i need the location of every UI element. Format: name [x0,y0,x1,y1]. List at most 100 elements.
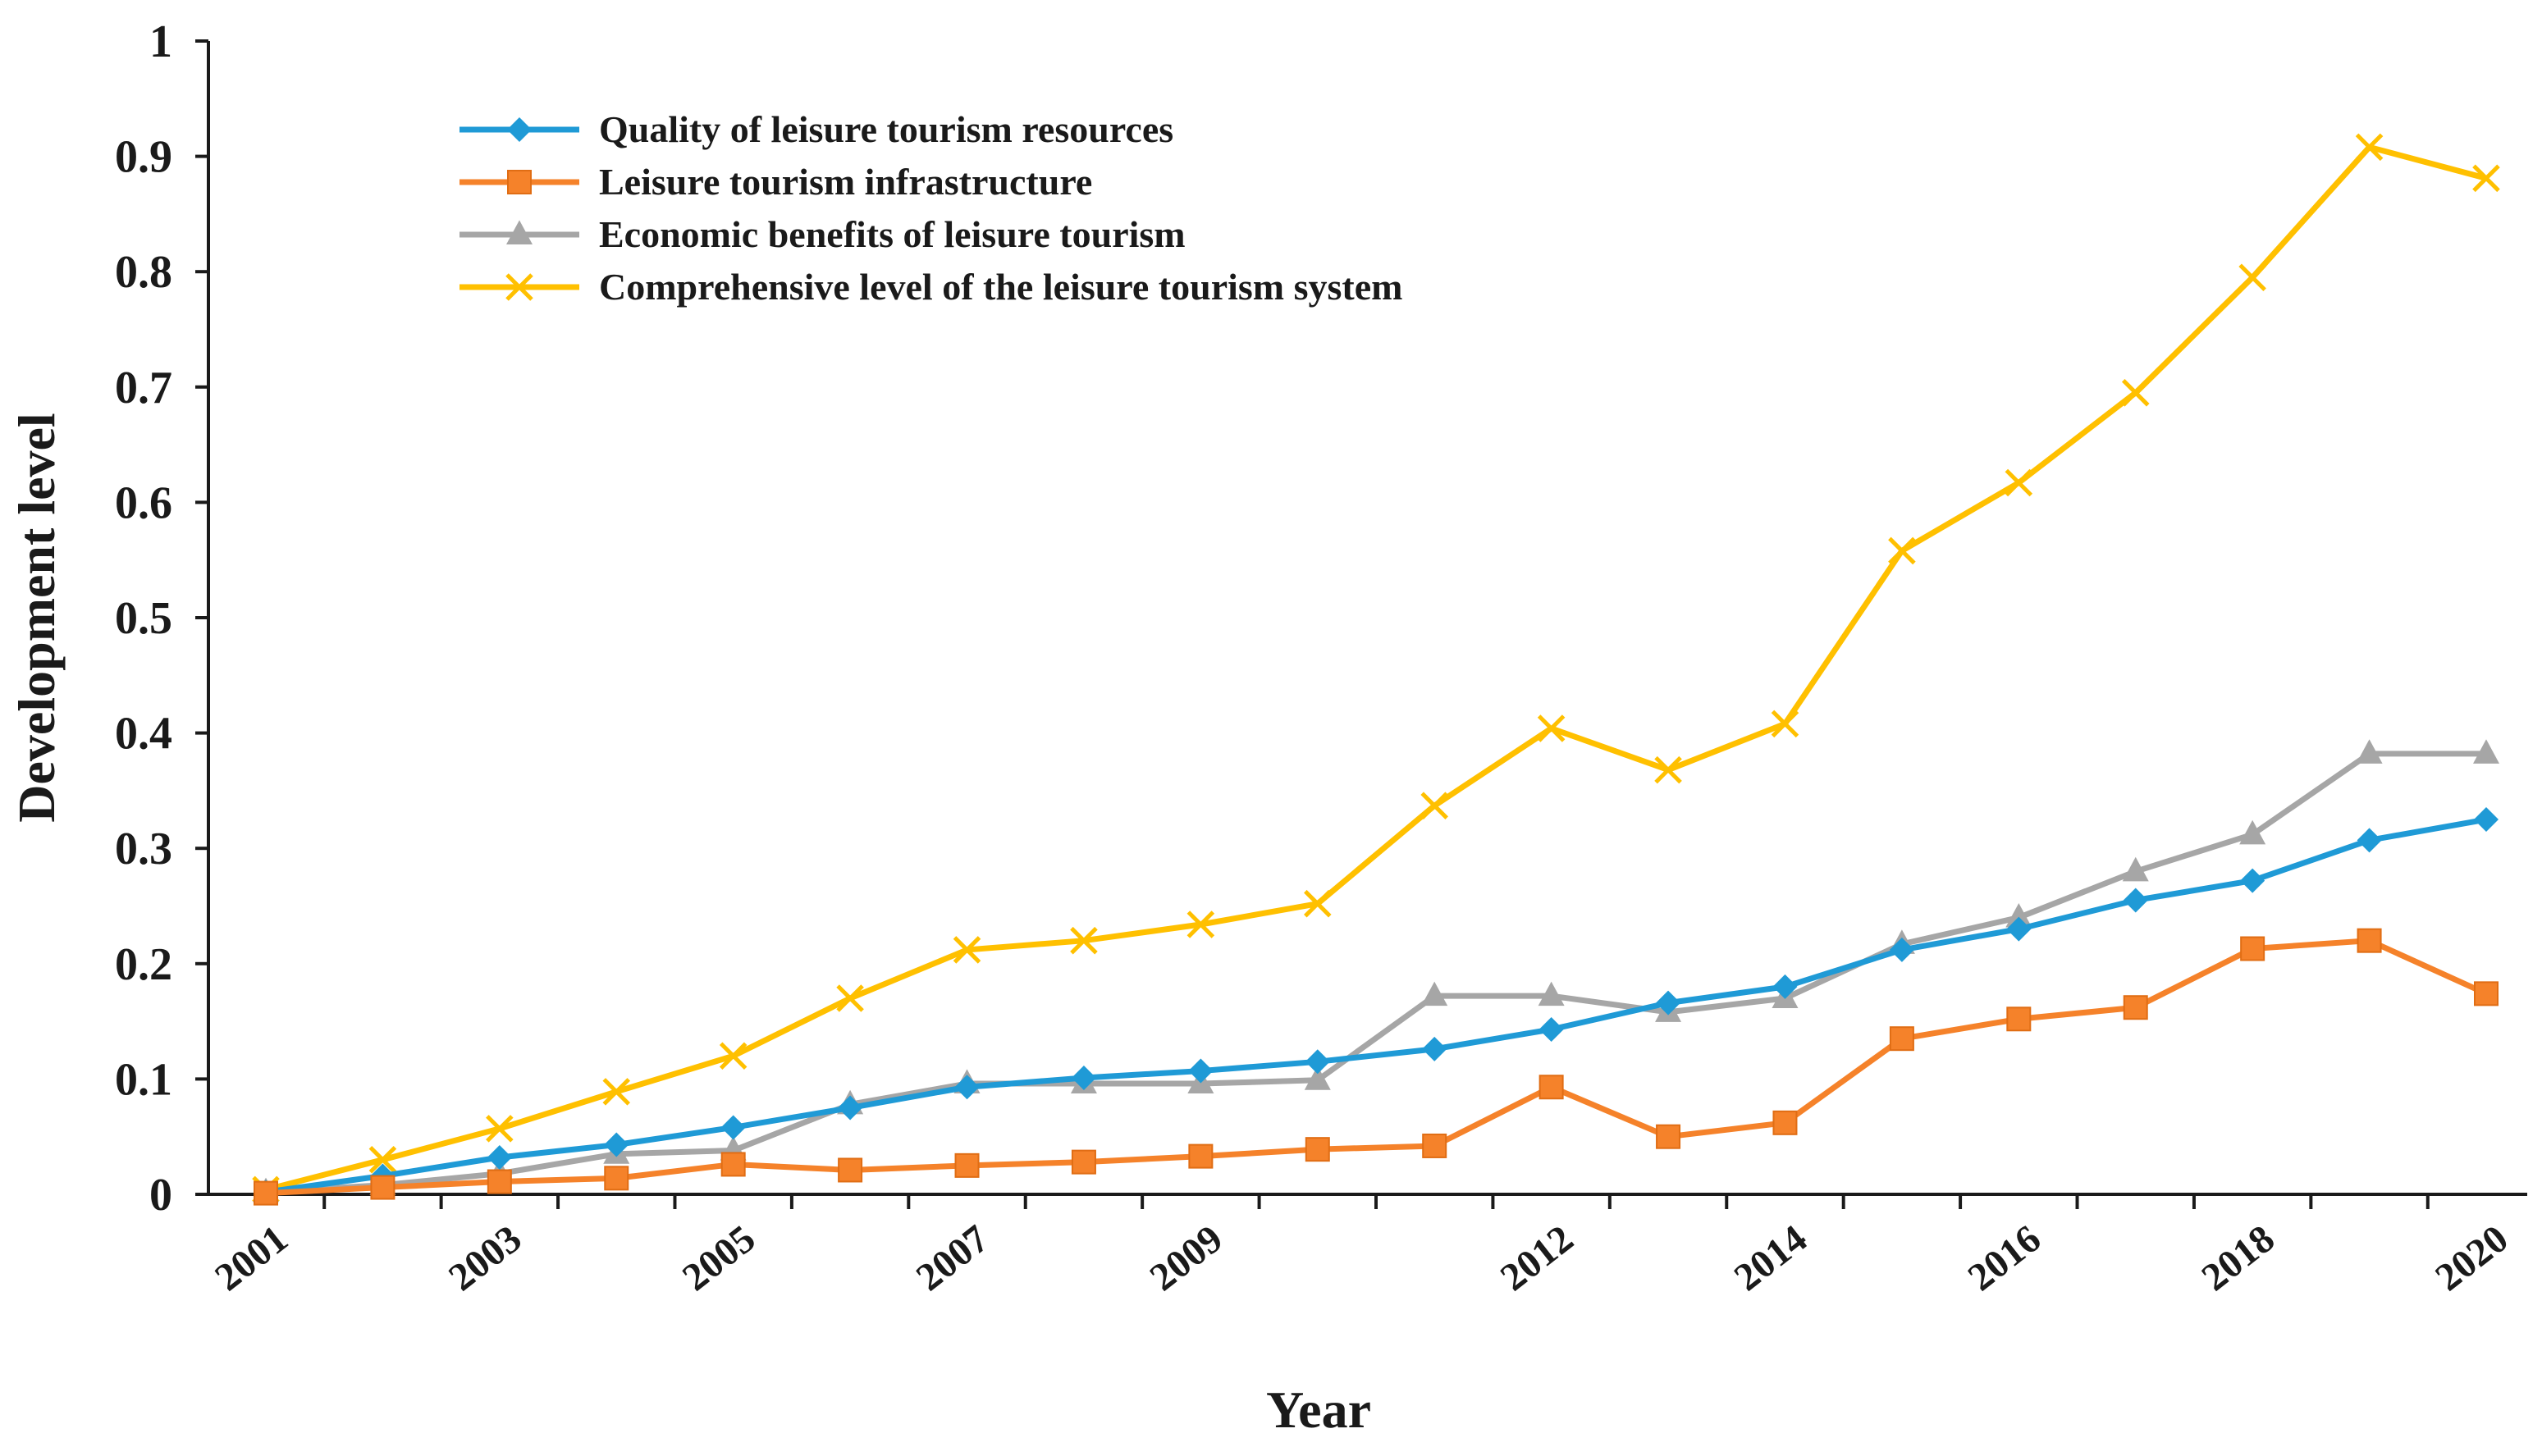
data-point [1772,1110,1798,1135]
data-point [2122,856,2149,882]
data-point [1771,710,1799,738]
data-point [1888,536,1916,565]
y-tick-label: 0.8 [115,247,172,298]
y-tick-label: 0 [149,1170,172,1221]
data-point [1304,889,1332,918]
legend-label: Economic benefits of leisure tourism [599,213,1186,255]
x-tick-label: 2012 [1493,1216,1581,1299]
data-point [1656,990,1681,1016]
x-tick-label: 2001 [207,1216,295,1299]
legend-marker [506,220,533,244]
legend: Quality of leisure tourism resources Leis… [459,108,1402,308]
data-point [1305,1049,1330,1075]
data-point [1422,1133,1447,1158]
data-point [2006,1006,2032,1032]
y-tick-label: 0.6 [115,477,172,528]
y-tick-label: 0.4 [115,709,172,760]
data-point [1305,1137,1330,1162]
data-point [2473,739,2499,764]
y-axis-title: Development level [7,413,66,822]
data-point [2357,928,2382,953]
data-point [368,1146,397,1174]
data-point [1420,792,1448,819]
data-point [719,1042,748,1070]
y-tick-label: 0.9 [115,132,172,183]
data-point [370,1175,395,1200]
data-point [604,1166,629,1191]
data-point [1654,755,1682,784]
data-point [1538,981,1565,1006]
data-point [254,1180,278,1206]
legend-item: Leisure tourism infrastructure [459,161,1092,203]
legend-item: Quality of leisure tourism resources [459,108,1173,150]
data-point [1656,1124,1681,1149]
series-1 [254,807,2499,1205]
x-axis-title: Year [1266,1381,1371,1439]
data-point [2474,981,2499,1006]
legend-label: Quality of leisure tourism resources [599,108,1173,150]
data-point [954,1075,980,1100]
data-point [2356,739,2383,764]
data-point [1071,1149,1096,1175]
data-point [954,1152,980,1178]
data-point [1538,1075,1564,1100]
series-line [265,816,2487,1195]
data-point [2005,902,2032,928]
y-tick-label: 0.1 [115,1054,172,1105]
data-point [2240,868,2265,893]
data-point [2239,819,2266,845]
data-point [1186,911,1215,938]
x-tick-label: 2020 [2427,1216,2516,1299]
x-tick-label: 2018 [2193,1216,2282,1299]
data-point [1071,1065,1096,1090]
legend-label: Leisure tourism infrastructure [599,161,1092,203]
data-point [1772,974,1798,999]
y-tick-label: 0.5 [115,593,172,644]
legend-item: Economic benefits of leisure tourism [459,213,1186,255]
data-point [487,1169,512,1194]
data-point [602,1078,631,1106]
series-3 [253,739,2499,1203]
data-point [2474,807,2499,833]
data-point [2472,164,2500,193]
series-2 [254,928,2499,1206]
series-line [265,144,2487,1193]
legend-marker [507,170,532,194]
series-4 [252,133,2500,1204]
data-point [2238,263,2266,291]
y-tick-label: 0.3 [115,824,172,874]
data-point [487,1145,512,1171]
data-point [1538,1016,1564,1042]
data-point [604,1132,629,1157]
data-point [2357,828,2382,853]
data-point [953,936,981,964]
x-tick-label: 2016 [1960,1216,2049,1299]
data-point [2240,936,2265,961]
axis-titles: Year Development level [7,413,1371,1439]
x-tick-label: 2007 [908,1216,997,1299]
legend-item: Comprehensive level of the leisure touri… [459,266,1402,308]
data-point [838,1095,863,1121]
data-point [1422,1036,1447,1061]
x-tick-label: 2009 [1142,1216,1231,1299]
axes [207,41,2527,1196]
x-tick-label: 2003 [441,1216,529,1299]
data-point [486,1115,514,1143]
data-point [1070,926,1098,955]
series-lines [252,133,2500,1206]
data-point [2121,379,2150,407]
data-point [1304,1066,1331,1090]
data-point [1188,1143,1214,1169]
y-tick-label: 0.2 [115,939,172,990]
data-point [1188,1058,1214,1084]
x-tick-label: 2014 [1726,1216,1815,1299]
data-point [2123,995,2148,1020]
data-point [2006,916,2032,942]
series-line [265,751,2486,1195]
data-point [1537,714,1566,742]
y-tick-label: 0.7 [115,363,172,413]
legend-marker [505,273,533,301]
data-point [1889,1026,1914,1052]
